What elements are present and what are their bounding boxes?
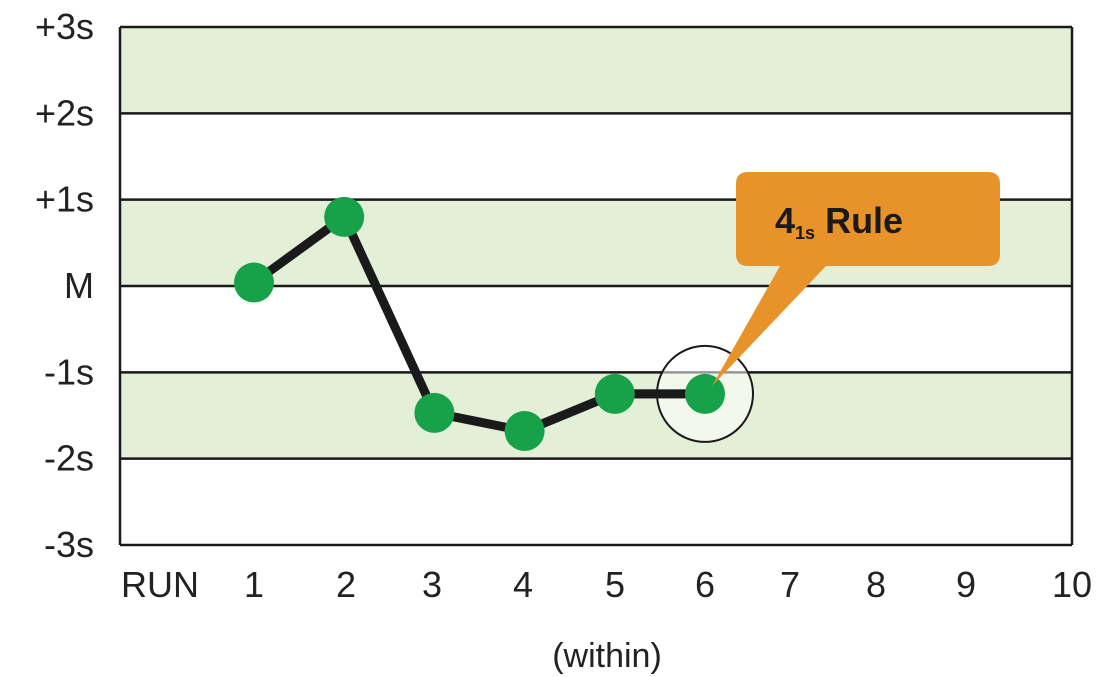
shaded-band-1 — [120, 27, 1072, 114]
x-tick-label-10: 10 — [1052, 564, 1092, 605]
callout-suffix: Rule — [815, 200, 903, 241]
data-point-run-5 — [594, 373, 635, 414]
y-axis-labels: +3s +2s +1s M -1s -2s -3s — [35, 6, 94, 565]
gridlines — [118, 25, 1074, 547]
x-tick-label-7: 7 — [780, 564, 800, 605]
y-tick-label-5: -2s — [44, 438, 94, 479]
data-point-run-2 — [324, 196, 365, 237]
x-axis-prefix: RUN — [121, 564, 199, 605]
y-tick-label-2: +1s — [35, 179, 94, 220]
callout-subscript: 1s — [795, 223, 815, 243]
data-point-run-4 — [504, 411, 545, 452]
y-tick-label-6: -3s — [44, 524, 94, 565]
data-point-run-3 — [414, 392, 455, 433]
x-axis-title: (within) — [552, 637, 662, 675]
y-tick-label-3: M — [64, 265, 94, 306]
data-point-run-6 — [685, 373, 725, 414]
data-point-run-1 — [234, 262, 274, 303]
x-tick-label-5: 5 — [605, 564, 625, 605]
data-series — [234, 196, 754, 452]
x-axis-labels: RUN 1 2 3 4 5 6 7 8 9 10 — [121, 564, 1092, 605]
x-tick-label-9: 9 — [956, 564, 976, 605]
x-tick-label-2: 2 — [336, 564, 356, 605]
x-tick-label-6: 6 — [695, 564, 715, 605]
y-tick-label-4: -1s — [44, 351, 94, 392]
callout-bubble — [712, 172, 1000, 386]
y-tick-label-1: +2s — [35, 92, 94, 133]
x-tick-label-4: 4 — [513, 564, 533, 605]
shaded-band-3 — [120, 372, 1072, 459]
callout-main: 4 — [775, 200, 795, 241]
y-tick-label-0: +3s — [35, 6, 94, 47]
x-tick-label-1: 1 — [244, 564, 264, 605]
rule-callout: 41s Rule — [712, 172, 1000, 386]
x-tick-label-8: 8 — [866, 564, 886, 605]
callout-label: 41s Rule — [775, 200, 903, 243]
x-tick-label-3: 3 — [422, 564, 442, 605]
